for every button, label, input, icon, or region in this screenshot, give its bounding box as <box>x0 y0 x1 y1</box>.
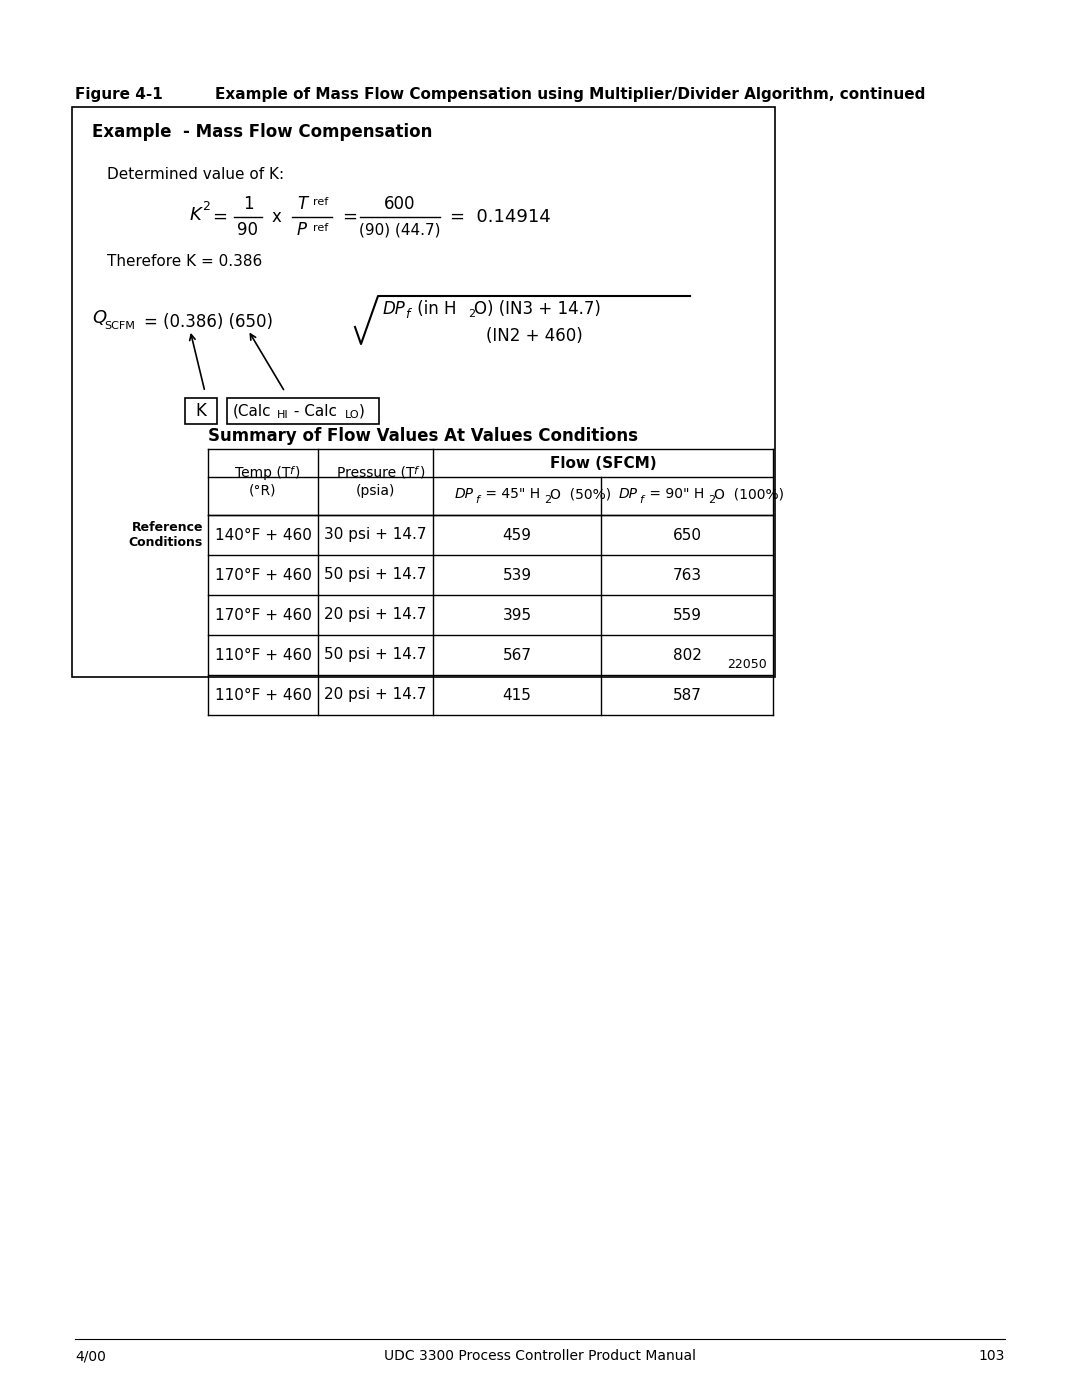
Text: ): ) <box>295 467 300 481</box>
Text: UDC 3300 Process Controller Product Manual: UDC 3300 Process Controller Product Manu… <box>384 1350 696 1363</box>
Text: DP: DP <box>619 488 638 502</box>
Text: 802: 802 <box>673 647 701 662</box>
Text: 22050: 22050 <box>727 658 767 671</box>
Text: T: T <box>297 196 307 212</box>
Text: 20 psi + 14.7: 20 psi + 14.7 <box>324 608 427 623</box>
Text: 110°F + 460: 110°F + 460 <box>215 687 311 703</box>
Text: 4/00: 4/00 <box>75 1350 106 1363</box>
Text: 415: 415 <box>502 687 531 703</box>
Text: ref: ref <box>313 224 328 233</box>
Text: DP: DP <box>383 300 406 319</box>
Text: 50 psi + 14.7: 50 psi + 14.7 <box>324 567 427 583</box>
Text: Reference
Conditions: Reference Conditions <box>129 521 203 549</box>
Text: 2: 2 <box>708 495 715 504</box>
Text: 90: 90 <box>238 221 258 239</box>
Text: =: = <box>212 208 227 226</box>
Text: Summary of Flow Values At Values Conditions: Summary of Flow Values At Values Conditi… <box>208 427 638 446</box>
Text: HI: HI <box>276 409 288 420</box>
Text: ): ) <box>419 467 424 481</box>
Text: =  0.14914: = 0.14914 <box>450 208 551 226</box>
Text: =: = <box>342 208 357 226</box>
Text: LO: LO <box>345 409 360 420</box>
Text: 110°F + 460: 110°F + 460 <box>215 647 311 662</box>
Text: f: f <box>289 467 293 476</box>
Text: = 90" H: = 90" H <box>645 488 704 502</box>
Text: 103: 103 <box>978 1350 1005 1363</box>
Text: 1: 1 <box>243 196 254 212</box>
Text: 600: 600 <box>384 196 416 212</box>
Text: Example  - Mass Flow Compensation: Example - Mass Flow Compensation <box>92 123 432 141</box>
Text: (in H: (in H <box>411 300 457 319</box>
Text: 2: 2 <box>468 309 475 319</box>
Text: f: f <box>475 495 478 504</box>
Text: ): ) <box>359 404 365 419</box>
Text: O  (50%): O (50%) <box>550 488 611 502</box>
Text: 170°F + 460: 170°F + 460 <box>215 567 311 583</box>
Text: (psia): (psia) <box>355 483 395 497</box>
Text: f: f <box>639 495 643 504</box>
Text: 20 psi + 14.7: 20 psi + 14.7 <box>324 687 427 703</box>
Text: = (0.386) (650): = (0.386) (650) <box>144 313 273 331</box>
Text: 30 psi + 14.7: 30 psi + 14.7 <box>324 528 427 542</box>
Text: ref: ref <box>313 197 328 207</box>
Text: 763: 763 <box>673 567 702 583</box>
Text: K: K <box>195 402 206 420</box>
Text: 587: 587 <box>673 687 701 703</box>
Text: Example of Mass Flow Compensation using Multiplier/Divider Algorithm, continued: Example of Mass Flow Compensation using … <box>215 87 926 102</box>
Text: 50 psi + 14.7: 50 psi + 14.7 <box>324 647 427 662</box>
Bar <box>185 398 217 425</box>
Text: = 45" H: = 45" H <box>481 488 540 502</box>
Text: 170°F + 460: 170°F + 460 <box>215 608 311 623</box>
Text: O) (IN3 + 14.7): O) (IN3 + 14.7) <box>474 300 600 319</box>
Text: f: f <box>414 467 417 476</box>
Text: 539: 539 <box>502 567 531 583</box>
Text: (90) (44.7): (90) (44.7) <box>360 222 441 237</box>
Text: P: P <box>297 221 307 239</box>
Text: O  (100%): O (100%) <box>714 488 784 502</box>
Text: 559: 559 <box>673 608 702 623</box>
Text: Q: Q <box>92 309 106 327</box>
Text: Determined value of K:: Determined value of K: <box>107 168 284 182</box>
Text: K: K <box>190 205 202 224</box>
Text: 2: 2 <box>544 495 551 504</box>
Text: 459: 459 <box>502 528 531 542</box>
Text: (Calc: (Calc <box>233 404 272 419</box>
Text: Flow (SFCM): Flow (SFCM) <box>550 455 657 471</box>
Text: - Calc: - Calc <box>289 404 337 419</box>
Text: Temp (T: Temp (T <box>235 467 291 481</box>
Text: 2: 2 <box>202 201 210 214</box>
Text: x: x <box>272 208 282 226</box>
Text: Therefore K = 0.386: Therefore K = 0.386 <box>107 254 262 270</box>
Text: 650: 650 <box>673 528 702 542</box>
Text: (IN2 + 460): (IN2 + 460) <box>486 327 582 345</box>
Bar <box>72 108 775 678</box>
Bar <box>227 398 379 425</box>
Text: DP: DP <box>455 488 474 502</box>
Text: 567: 567 <box>502 647 531 662</box>
Text: 140°F + 460: 140°F + 460 <box>215 528 311 542</box>
Text: Pressure (T: Pressure (T <box>337 467 415 481</box>
Text: f: f <box>405 307 409 320</box>
Text: SCFM: SCFM <box>104 321 135 331</box>
Text: 395: 395 <box>502 608 531 623</box>
Text: (°R): (°R) <box>249 483 276 497</box>
Text: Figure 4-1: Figure 4-1 <box>75 87 163 102</box>
